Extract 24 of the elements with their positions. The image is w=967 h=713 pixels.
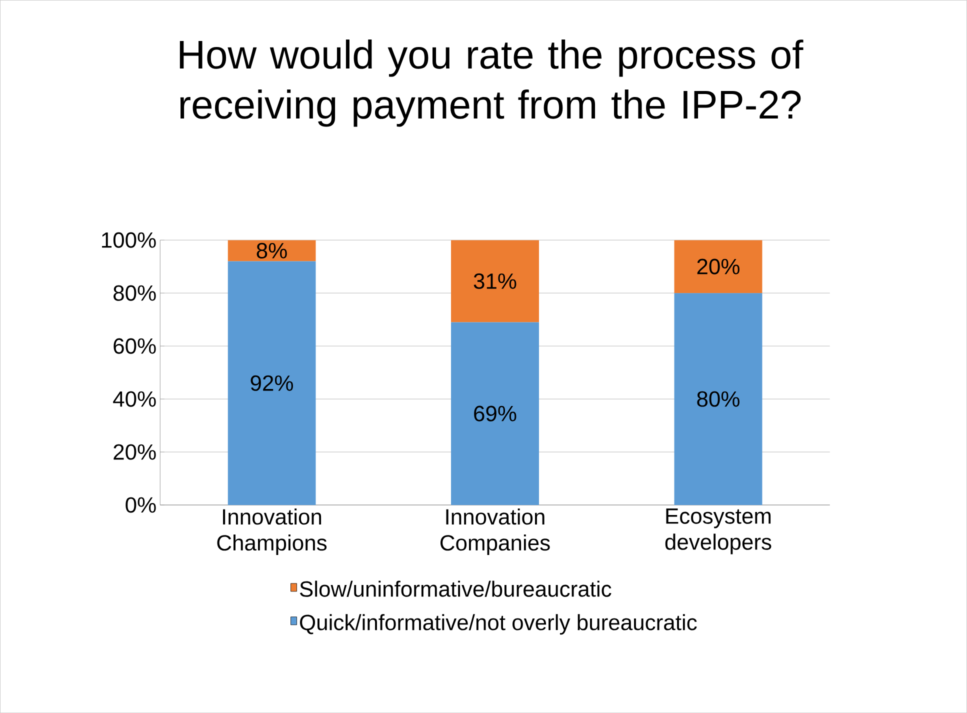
legend-label: Slow/uninformative/bureaucratic xyxy=(300,580,612,597)
y-tick-label: 20% xyxy=(114,444,156,460)
y-tick-label: 0% xyxy=(126,497,156,513)
y-tick-label: 80% xyxy=(114,285,156,301)
data-label: 20% xyxy=(697,258,740,274)
y-tick-label: 100% xyxy=(102,232,156,248)
bar xyxy=(674,240,762,294)
bar xyxy=(228,240,316,262)
bar xyxy=(451,322,539,505)
x-tick-label: Ecosystem developers xyxy=(665,508,772,554)
data-label: 69% xyxy=(474,406,516,422)
data-label: 8% xyxy=(256,242,287,258)
x-tick-label: Innovation Companies xyxy=(440,508,550,555)
chart-title: How would you rate the process of receiving payment from the IPP-2? xyxy=(180,39,804,127)
legend-label: Quick/informative/not overly bureaucratic xyxy=(300,614,697,635)
bar xyxy=(228,261,316,505)
bar xyxy=(451,240,539,322)
y-tick-label: 60% xyxy=(114,338,156,354)
data-label: 80% xyxy=(697,391,740,407)
y-tick-label: 40% xyxy=(113,391,156,407)
data-label: 31% xyxy=(474,273,516,289)
bar xyxy=(674,293,762,505)
x-tick-label: Innovation Champions xyxy=(217,508,327,555)
data-label: 92% xyxy=(250,375,293,391)
